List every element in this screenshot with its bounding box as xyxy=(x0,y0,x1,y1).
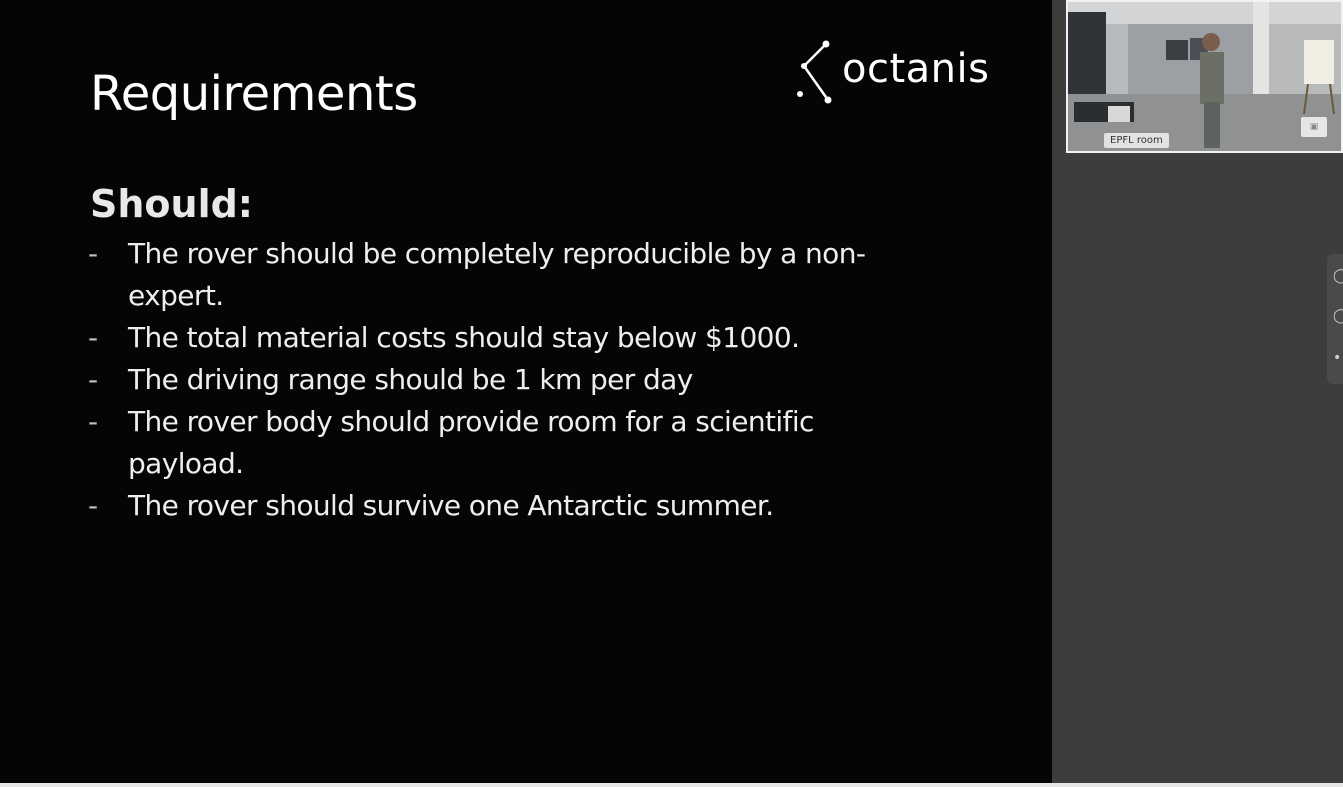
list-item: - The total material costs should stay b… xyxy=(88,317,918,359)
chat-icon[interactable]: ◯ xyxy=(1333,268,1343,284)
requirement-text: The driving range should be 1 km per day xyxy=(128,363,693,396)
bullet-dash: - xyxy=(88,321,98,354)
requirement-text: The rover body should provide room for a… xyxy=(128,405,814,480)
bullet-dash: - xyxy=(88,363,98,396)
bullet-dash: - xyxy=(88,237,98,270)
octanis-logo: octanis xyxy=(796,38,989,108)
camera-icon[interactable]: ▣ xyxy=(1301,117,1327,137)
bottom-divider xyxy=(0,783,1343,787)
list-item: - The rover should survive one Antarctic… xyxy=(88,485,918,527)
requirement-text: The rover should survive one Antarctic s… xyxy=(128,489,774,522)
bullet-dash: - xyxy=(88,489,98,522)
list-item: - The rover should be completely reprodu… xyxy=(88,233,918,317)
participants-icon[interactable]: ◯ xyxy=(1333,308,1343,324)
requirements-list: - The rover should be completely reprodu… xyxy=(88,233,918,527)
presentation-slide: Requirements octanis Should: - The rover… xyxy=(0,0,1052,787)
constellation-logo-icon xyxy=(797,40,832,104)
requirement-text: The rover should be completely reproduci… xyxy=(128,237,866,312)
more-icon[interactable]: • xyxy=(1333,350,1342,366)
slide-title: Requirements xyxy=(90,66,418,122)
list-item: - The driving range should be 1 km per d… xyxy=(88,359,918,401)
video-feed xyxy=(1068,2,1341,151)
requirement-text: The total material costs should stay bel… xyxy=(128,321,800,354)
room-label: EPFL room xyxy=(1104,133,1169,148)
bullet-dash: - xyxy=(88,405,98,438)
list-item: - The rover body should provide room for… xyxy=(88,401,918,485)
participant-video-tile[interactable]: EPFL room ▣ xyxy=(1066,0,1343,153)
side-controls: ◯ ◯ • xyxy=(1327,254,1343,384)
section-heading: Should: xyxy=(90,182,254,226)
logo-text: octanis xyxy=(842,46,990,92)
